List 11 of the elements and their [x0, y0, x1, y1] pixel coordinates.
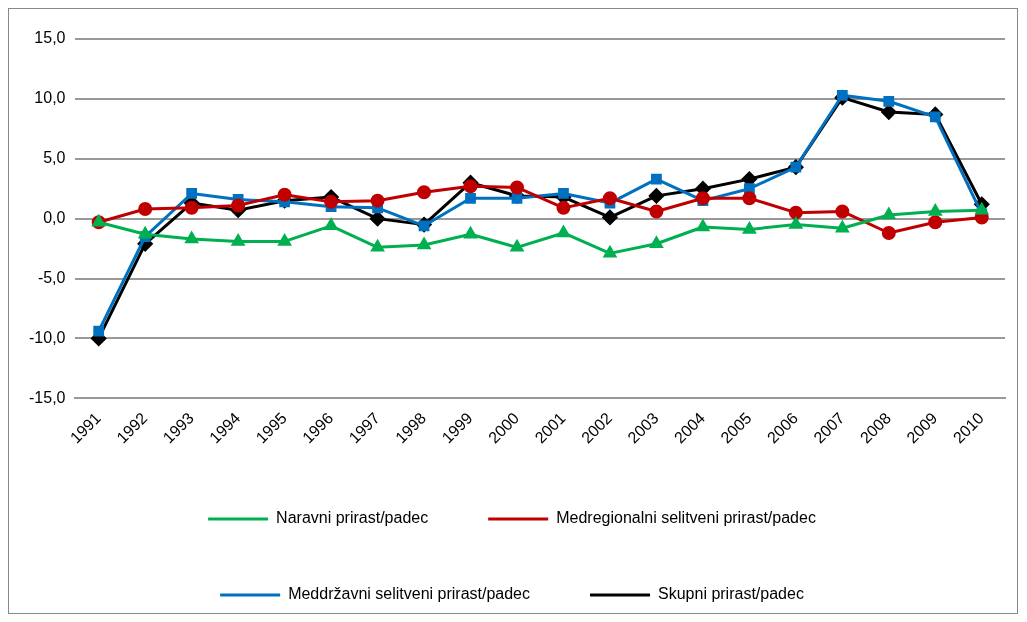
legend-label: Skupni prirast/padec: [658, 585, 804, 603]
y-tick-label: -5,0: [37, 268, 66, 286]
y-tick-label: 15,0: [34, 29, 66, 47]
y-tick-label: 10,0: [34, 89, 66, 107]
legend-label: Meddržavni selitveni prirast/padec: [288, 585, 531, 603]
y-tick-label: 5,0: [43, 149, 66, 167]
legend-label: Medregionalni selitveni prirast/padec: [556, 509, 816, 527]
y-tick-label: 0,0: [43, 209, 66, 227]
y-tick-label: -15,0: [29, 388, 66, 406]
legend-label: Naravni prirast/padec: [276, 509, 429, 527]
y-tick-label: -10,0: [29, 328, 66, 346]
